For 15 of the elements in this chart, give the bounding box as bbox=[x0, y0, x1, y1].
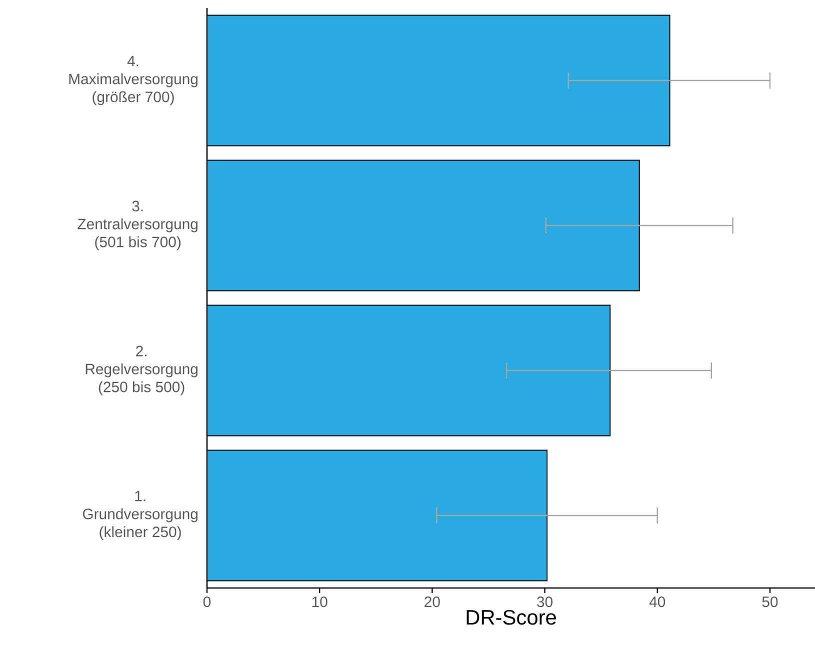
y-tick-label: 1. Grundversorgung (kleiner 250) bbox=[82, 490, 198, 540]
x-tick-label: 0 bbox=[203, 596, 211, 608]
bar bbox=[207, 160, 640, 292]
x-tick-label: 50 bbox=[762, 596, 778, 608]
x-tick-label: 10 bbox=[312, 596, 328, 608]
y-tick-label: 2. Regelversorgung (250 bis 500) bbox=[86, 346, 198, 396]
x-tick-label: 30 bbox=[537, 596, 552, 608]
x-axis-title: DR-Score bbox=[466, 610, 556, 625]
x-tick-label: 40 bbox=[649, 596, 666, 608]
bar bbox=[207, 450, 548, 582]
y-tick-label: 3. Zentralversorgung (501 bis 700) bbox=[78, 200, 198, 250]
x-tick-label: 20 bbox=[424, 596, 440, 608]
bar bbox=[207, 304, 611, 436]
y-tick-label: 4. Maximalversorgung (größer 700) bbox=[69, 56, 198, 106]
bar bbox=[207, 14, 670, 146]
